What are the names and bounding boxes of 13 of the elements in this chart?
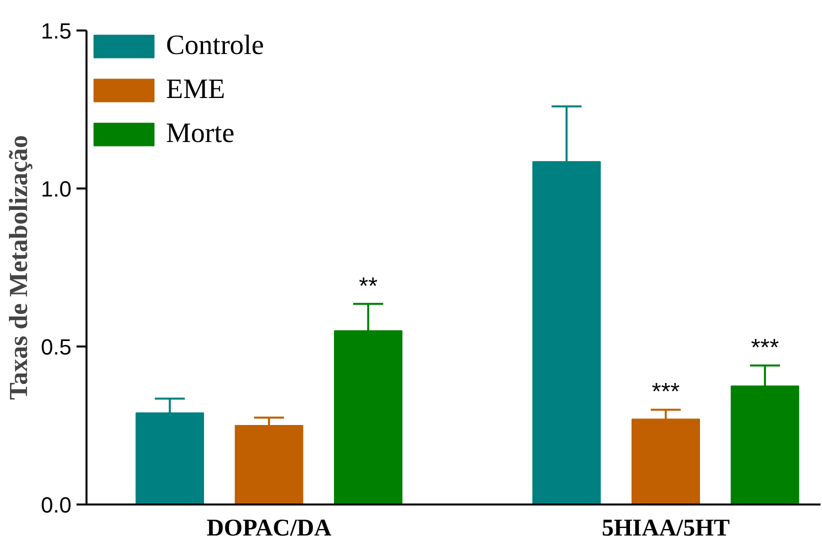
- data-label: **: [358, 272, 378, 300]
- x-tick-label: 5HIAA/5HT: [602, 516, 730, 542]
- data-label: ***: [652, 378, 680, 406]
- y-tick-label: 1.0: [40, 176, 72, 202]
- x-tick-label: DOPAC/DA: [206, 516, 332, 542]
- legend-label: Morte: [166, 118, 234, 150]
- legend-label: EME: [166, 74, 226, 106]
- y-tick-label: 0.5: [40, 334, 72, 360]
- y-tick-label: 1.5: [40, 18, 72, 44]
- data-label: ***: [750, 334, 779, 362]
- y-axis-title: Taxas de Metabolização: [4, 135, 33, 400]
- y-tick-label: 0.0: [40, 492, 72, 518]
- legend-label: Controle: [166, 30, 264, 62]
